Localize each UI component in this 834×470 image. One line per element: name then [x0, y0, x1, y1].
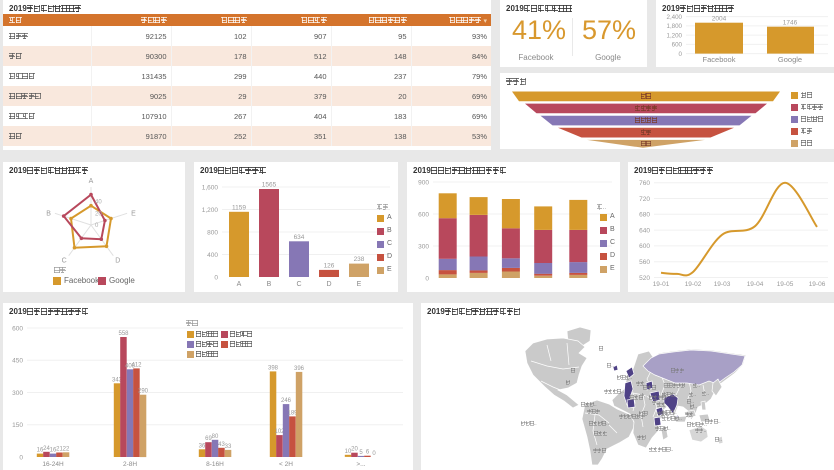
- svg-text:1565: 1565: [262, 182, 277, 189]
- svg-text:290: 290: [138, 389, 149, 395]
- svg-text:246: 246: [281, 398, 292, 404]
- svg-text:0: 0: [372, 451, 376, 457]
- svg-text:D: D: [326, 281, 331, 288]
- svg-text:43: 43: [218, 442, 225, 448]
- svg-text:E: E: [357, 281, 362, 288]
- svg-text:0: 0: [425, 275, 429, 282]
- svg-text:20: 20: [351, 447, 358, 453]
- svg-text:19-05: 19-05: [777, 281, 794, 288]
- svg-text:300: 300: [418, 243, 429, 250]
- svg-text:19-03: 19-03: [714, 281, 731, 288]
- svg-text:22: 22: [63, 446, 70, 452]
- svg-text:520: 520: [639, 275, 650, 282]
- svg-text:408: 408: [125, 363, 136, 369]
- svg-text:412: 412: [131, 362, 142, 368]
- svg-text:634: 634: [294, 234, 305, 241]
- svg-text:0: 0: [95, 223, 99, 229]
- svg-text:24: 24: [43, 446, 50, 452]
- svg-text:396: 396: [294, 366, 305, 372]
- svg-text:600: 600: [12, 325, 23, 332]
- svg-text:600: 600: [639, 243, 650, 250]
- svg-text:720: 720: [639, 196, 650, 203]
- svg-text:69: 69: [205, 436, 212, 442]
- svg-text:19-02: 19-02: [685, 281, 702, 288]
- svg-text:600: 600: [418, 211, 429, 218]
- svg-text:80: 80: [212, 434, 219, 440]
- svg-text:19-04: 19-04: [747, 281, 764, 288]
- svg-text:B: B: [267, 281, 272, 288]
- svg-text:126: 126: [324, 262, 335, 269]
- svg-text:33: 33: [225, 444, 232, 450]
- svg-text:16: 16: [50, 448, 57, 454]
- svg-text:0: 0: [19, 454, 23, 461]
- svg-text:102: 102: [274, 429, 285, 435]
- svg-text:300: 300: [12, 390, 23, 397]
- svg-text:680: 680: [639, 212, 650, 219]
- svg-text:1,200: 1,200: [667, 32, 683, 39]
- svg-text:1,200: 1,200: [202, 207, 219, 214]
- svg-text:398: 398: [268, 365, 279, 371]
- svg-text:900: 900: [418, 179, 429, 186]
- svg-text:D: D: [115, 258, 120, 265]
- svg-text:1746: 1746: [783, 20, 798, 27]
- svg-text:< 2H: < 2H: [279, 461, 293, 468]
- svg-text:36: 36: [199, 443, 206, 449]
- svg-text:>...: >...: [356, 461, 365, 468]
- svg-text:400: 400: [207, 252, 218, 259]
- svg-text:16-24H: 16-24H: [42, 461, 64, 468]
- svg-text:21: 21: [56, 447, 63, 453]
- svg-text:19-01: 19-01: [653, 281, 670, 288]
- svg-text:558: 558: [118, 331, 129, 337]
- svg-text:B: B: [46, 210, 51, 217]
- svg-text:C: C: [62, 258, 67, 265]
- svg-text:1,800: 1,800: [667, 23, 683, 30]
- svg-text:Google: Google: [778, 55, 802, 64]
- svg-text:C: C: [296, 281, 301, 288]
- svg-text:2-8H: 2-8H: [123, 461, 137, 468]
- svg-text:800: 800: [207, 229, 218, 236]
- svg-text:8-16H: 8-16H: [206, 461, 224, 468]
- svg-text:1,600: 1,600: [202, 184, 219, 191]
- svg-text:600: 600: [672, 42, 683, 49]
- svg-text:A: A: [237, 281, 242, 288]
- svg-text:6: 6: [366, 450, 370, 456]
- svg-text:2004: 2004: [712, 16, 727, 23]
- svg-text:1159: 1159: [232, 204, 246, 211]
- svg-text:343: 343: [112, 377, 123, 383]
- svg-text:A: A: [89, 178, 94, 185]
- svg-text:640: 640: [639, 227, 650, 234]
- svg-text:0: 0: [679, 51, 683, 58]
- svg-text:0: 0: [214, 274, 218, 281]
- svg-text:5: 5: [359, 450, 363, 456]
- svg-text:760: 760: [639, 180, 650, 187]
- svg-text:10: 10: [345, 449, 352, 455]
- svg-text:16: 16: [37, 448, 44, 454]
- svg-text:238: 238: [354, 256, 365, 263]
- svg-text:20: 20: [95, 211, 102, 217]
- svg-text:2,400: 2,400: [667, 14, 683, 21]
- svg-text:Facebook: Facebook: [703, 55, 736, 64]
- svg-text:19-06: 19-06: [809, 281, 826, 288]
- svg-text:E: E: [131, 210, 136, 217]
- svg-text:40: 40: [95, 200, 102, 206]
- svg-text:560: 560: [639, 259, 650, 266]
- svg-text:150: 150: [12, 422, 23, 429]
- svg-text:450: 450: [12, 358, 23, 365]
- svg-text:189: 189: [287, 410, 298, 416]
